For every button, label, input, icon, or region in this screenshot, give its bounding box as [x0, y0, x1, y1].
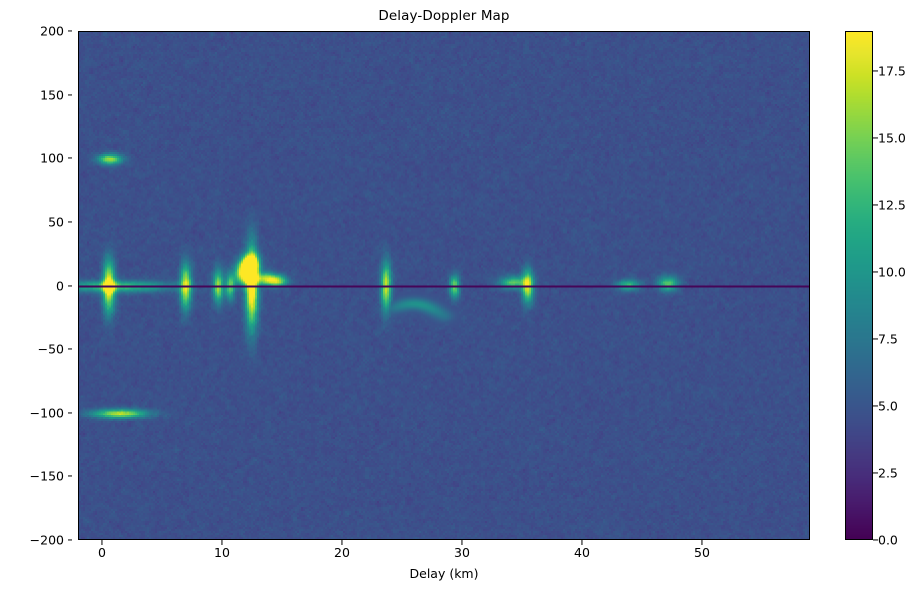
y-tick-mark — [67, 412, 72, 414]
y-tick-mark — [67, 157, 72, 159]
y-tick-label: −50 — [37, 341, 64, 357]
y-tick-mark — [67, 475, 72, 477]
y-tick-mark — [67, 94, 72, 96]
y-tick-mark — [67, 30, 72, 32]
colorbar-tick-label: 10.0 — [878, 264, 906, 280]
x-tick-label: 30 — [454, 545, 470, 560]
y-tick-label: 0 — [56, 278, 64, 293]
y-tick-label: 100 — [40, 150, 64, 166]
colorbar-tick-mark — [873, 539, 878, 541]
colorbar-tick-mark — [873, 137, 878, 139]
y-tick-mark — [67, 284, 72, 287]
y-tick-mark — [67, 221, 72, 223]
x-tick-mark — [581, 540, 583, 545]
x-tick-mark — [341, 540, 343, 545]
colorbar-tick-mark — [873, 338, 878, 340]
y-tick-mark — [67, 348, 72, 350]
x-tick-label: 0 — [98, 545, 106, 560]
colorbar-tick-label: 0.0 — [878, 532, 898, 548]
colorbar — [845, 31, 873, 540]
y-tick-label: 200 — [40, 23, 64, 39]
colorbar-tick-mark — [873, 472, 878, 474]
colorbar-canvas — [846, 32, 872, 539]
colorbar-tick-label: 2.5 — [878, 465, 898, 481]
heatmap-plot-area — [78, 31, 810, 540]
colorbar-tick-label: 12.5 — [878, 197, 906, 213]
x-tick-label: 40 — [574, 545, 590, 560]
y-tick-mark — [67, 539, 72, 541]
colorbar-tick-label: 15.0 — [878, 130, 906, 146]
colorbar-tick-mark — [873, 204, 878, 206]
colorbar-tick-labels: 0.0 2.5 5.0 7.5 10.0 12.5 15.0 17.5 — [873, 31, 920, 548]
x-tick-mark — [101, 540, 103, 545]
colorbar-tick-mark — [873, 70, 878, 72]
x-tick-label: 20 — [334, 545, 350, 560]
y-axis-tick-labels: −200 −150 −100 −50 0 50 100 150 200 — [0, 24, 72, 548]
colorbar-tick-label: 5.0 — [878, 398, 898, 414]
y-tick-label: 50 — [48, 214, 64, 230]
colorbar-tick-mark — [873, 405, 878, 407]
colorbar-tick-mark — [873, 271, 878, 273]
x-tick-mark — [221, 540, 223, 545]
chart-title: Delay-Doppler Map — [378, 8, 510, 24]
x-tick-mark — [461, 540, 463, 545]
colorbar-tick-label: 7.5 — [878, 331, 898, 347]
x-axis-label: Delay (km) — [409, 566, 479, 581]
x-tick-mark — [701, 540, 703, 545]
x-tick-label: 10 — [214, 545, 230, 560]
y-tick-label: −150 — [29, 468, 64, 484]
colorbar-tick-label: 17.5 — [878, 63, 906, 79]
heatmap-canvas — [79, 32, 809, 539]
y-tick-label: −100 — [29, 405, 64, 421]
x-axis-tick-labels: 0 10 20 30 40 50 — [78, 540, 810, 566]
y-tick-label: −200 — [29, 532, 64, 548]
x-tick-label: 50 — [694, 545, 710, 560]
y-tick-label: 150 — [40, 87, 64, 103]
